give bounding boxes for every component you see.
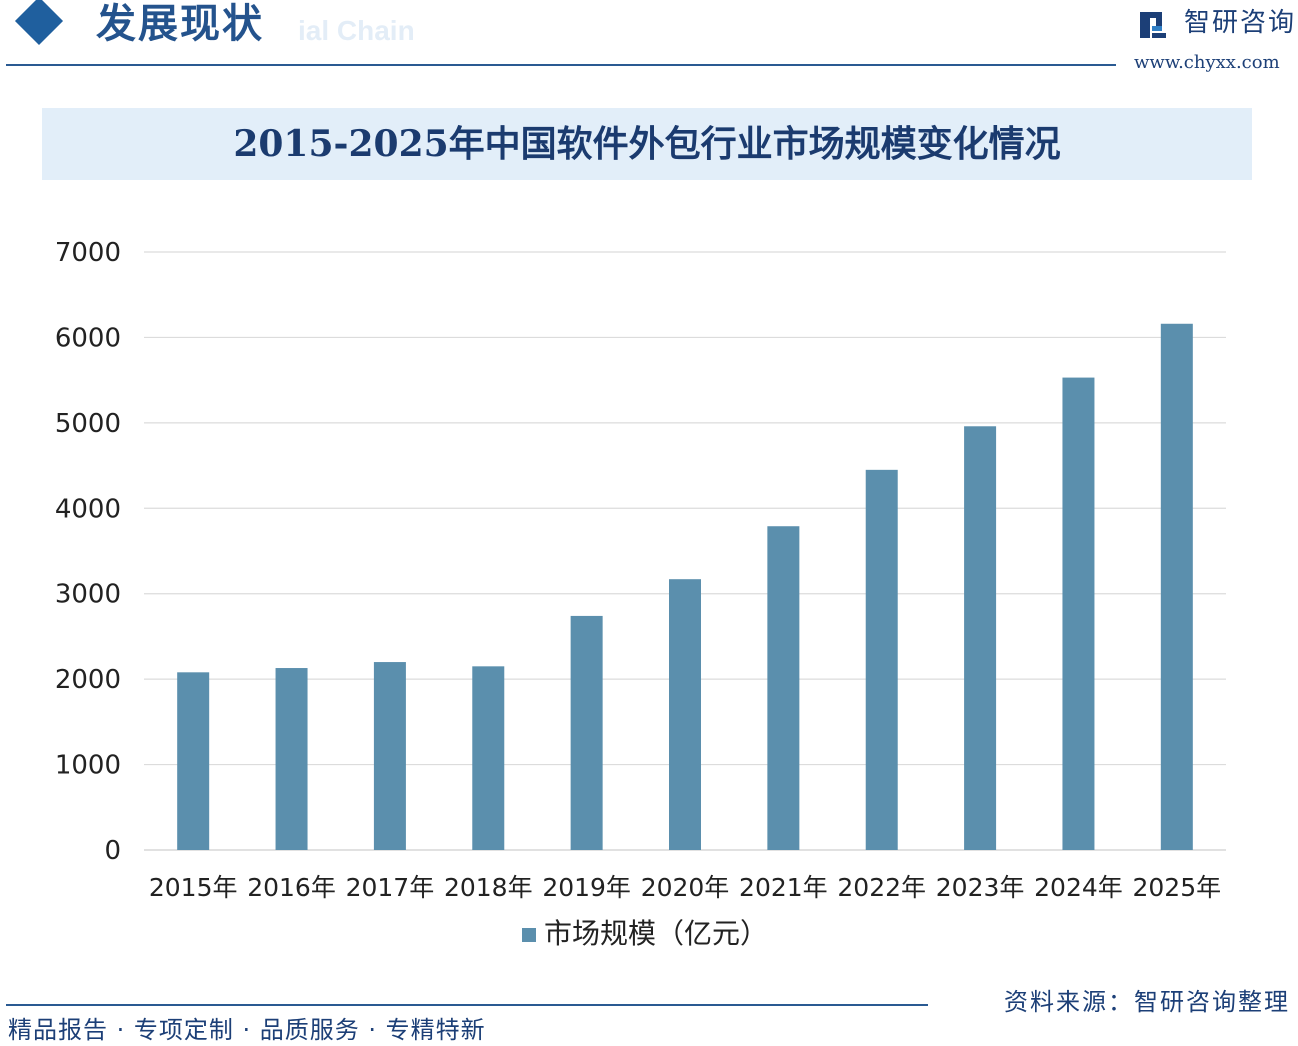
bar (373, 662, 406, 850)
bar (865, 469, 898, 850)
bar (669, 579, 701, 850)
y-tick-label: 6000 (55, 323, 121, 353)
bar (275, 668, 308, 850)
bar (1062, 377, 1095, 850)
x-tick-label: 2017年 (346, 873, 435, 902)
y-tick-label: 3000 (55, 580, 121, 610)
section-subtitle-watermark: ial Chain (298, 15, 415, 46)
x-tick-label: 2015年 (149, 873, 238, 902)
brand-logo-icon (1140, 12, 1166, 38)
y-tick-label: 5000 (55, 409, 121, 439)
y-tick-label: 2000 (55, 665, 121, 695)
bar (177, 672, 210, 850)
bar (964, 426, 997, 850)
bar (472, 666, 505, 850)
y-tick-label: 1000 (55, 751, 121, 781)
x-tick-label: 2024年 (1034, 873, 1123, 902)
x-tick-label: 2020年 (641, 873, 730, 902)
data-source: 资料来源：智研咨询整理 (1004, 988, 1290, 1016)
bar (1160, 323, 1193, 850)
y-tick-label: 0 (104, 836, 121, 866)
section-title: 发展现状 (96, 0, 264, 47)
x-tick-label: 2018年 (444, 873, 533, 902)
y-tick-label: 4000 (55, 494, 121, 524)
footer-divider (6, 1004, 928, 1006)
bar (767, 526, 800, 850)
legend-swatch (522, 928, 536, 942)
footer-slogan: 精品报告 · 专项定制 · 品质服务 · 专精特新 (8, 1016, 486, 1044)
x-tick-label: 2019年 (542, 873, 631, 902)
bar (570, 615, 603, 850)
x-tick-label: 2022年 (837, 873, 926, 902)
x-tick-label: 2025年 (1133, 873, 1222, 902)
y-tick-label: 7000 (55, 238, 121, 268)
chart-title: 2015-2025年中国软件外包行业市场规模变化情况 (233, 123, 1061, 165)
header-divider (6, 64, 1116, 66)
brand-url: www.chyxx.com (1134, 52, 1280, 73)
x-tick-label: 2016年 (247, 873, 336, 902)
legend-label: 市场规模（亿元） (544, 917, 769, 950)
x-tick-label: 2023年 (936, 873, 1025, 902)
x-tick-label: 2021年 (739, 873, 828, 902)
brand-name: 智研咨询 (1184, 8, 1297, 38)
chart-title-band: 2015-2025年中国软件外包行业市场规模变化情况 (42, 108, 1252, 180)
